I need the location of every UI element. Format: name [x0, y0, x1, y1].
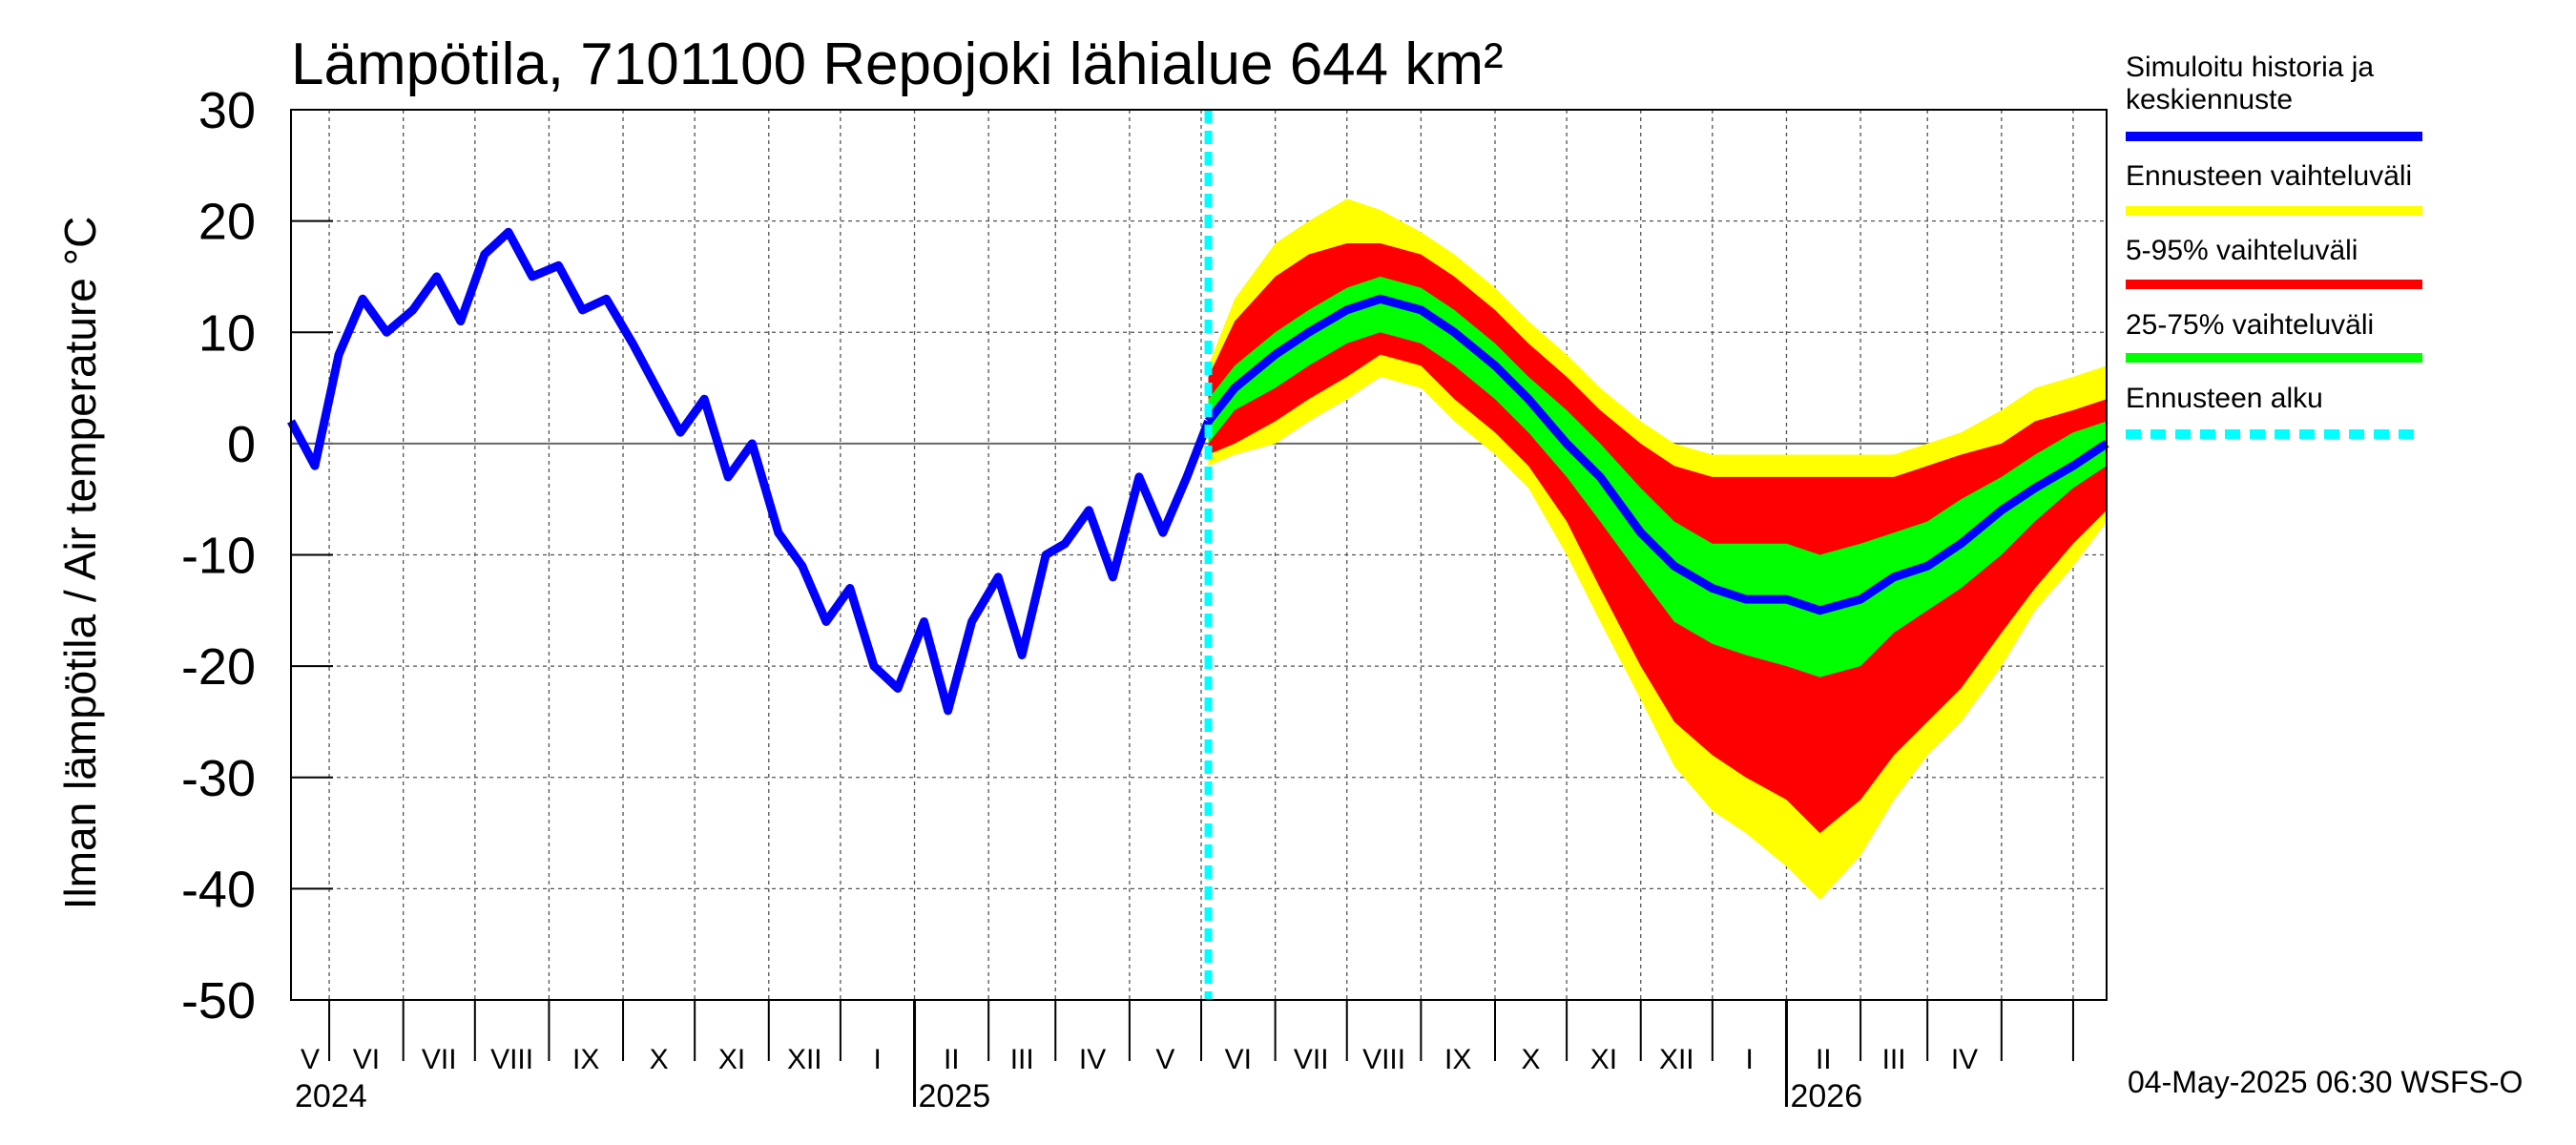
x-month-label: IX	[1444, 1044, 1471, 1075]
x-month-label: II	[1816, 1044, 1832, 1075]
y-tick-label: 10	[198, 304, 256, 362]
y-tick-label: -30	[181, 750, 256, 807]
y-tick-label: -20	[181, 638, 256, 696]
x-month-label: VII	[422, 1044, 457, 1075]
x-year-label: 2025	[919, 1078, 991, 1114]
x-month-label: VII	[1294, 1044, 1329, 1075]
x-month-label: VI	[1225, 1044, 1252, 1075]
x-month-label: X	[650, 1044, 669, 1075]
x-year-label: 2026	[1790, 1078, 1862, 1114]
x-month-label: XII	[1659, 1044, 1694, 1075]
x-month-label: IX	[572, 1044, 599, 1075]
x-month-label: VIII	[1362, 1044, 1405, 1075]
chart-title: Lämpötila, 7101100 Repojoki lähialue 644…	[291, 31, 1504, 97]
x-month-label: I	[1746, 1044, 1754, 1075]
x-month-label: XI	[718, 1044, 745, 1075]
band-25-75	[1208, 276, 2107, 677]
legend-label: keskiennuste	[2126, 84, 2293, 115]
y-tick-label: -10	[181, 528, 256, 585]
x-month-label: III	[1010, 1044, 1034, 1075]
x-month-label: IV	[1951, 1044, 1978, 1075]
legend-label: Ennusteen alku	[2126, 383, 2323, 414]
y-axis-label: Ilman lämpötila / Air temperature °C	[55, 217, 105, 910]
x-month-label: I	[874, 1044, 882, 1075]
x-month-label: VIII	[490, 1044, 533, 1075]
legend-label: 25-75% vaihteluväli	[2126, 309, 2374, 341]
x-month-label: X	[1521, 1044, 1540, 1075]
x-month-label: V	[1155, 1044, 1174, 1075]
y-tick-label: -40	[181, 861, 256, 918]
plot-border	[290, 109, 2108, 1001]
x-year-label: 2024	[295, 1078, 367, 1114]
legend-label: 5-95% vaihteluväli	[2126, 235, 2358, 266]
x-month-label: XI	[1590, 1044, 1617, 1075]
x-month-label: V	[301, 1044, 320, 1075]
x-month-label: II	[944, 1044, 960, 1075]
history-line	[287, 227, 1213, 716]
legend-label: Simuloitu historia ja	[2126, 52, 2374, 83]
x-month-label: IV	[1079, 1044, 1106, 1075]
x-month-label: III	[1882, 1044, 1906, 1075]
y-tick-label: 30	[198, 82, 256, 139]
legend-label: Ennusteen vaihteluväli	[2126, 160, 2412, 192]
footer-timestamp: 04-May-2025 06:30 WSFS-O	[2128, 1065, 2523, 1099]
forecast-median-line	[1204, 294, 2109, 615]
x-month-label: XII	[787, 1044, 822, 1075]
x-month-label: VI	[353, 1044, 380, 1075]
y-tick-label: 20	[198, 194, 256, 251]
y-tick-label: 0	[227, 416, 256, 473]
y-tick-label: -50	[181, 972, 256, 1030]
